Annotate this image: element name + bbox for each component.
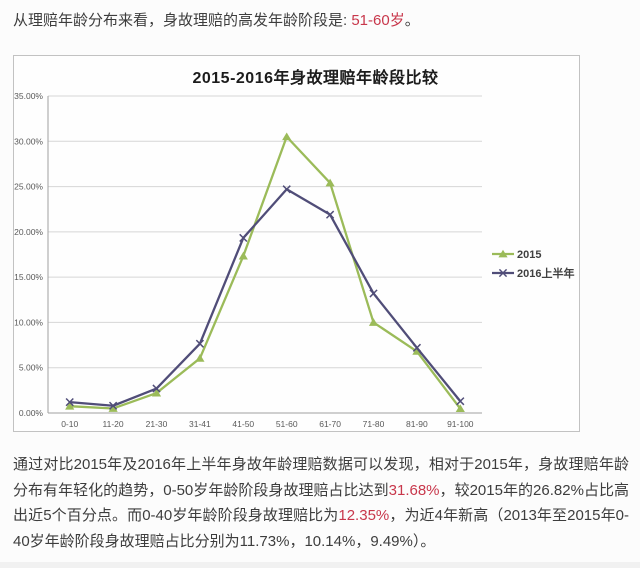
- y-axis-label: 35.00%: [14, 91, 43, 101]
- legend-label: 2016上半年: [517, 266, 574, 280]
- data-point-marker: [412, 343, 422, 352]
- series-line-2015: [68, 135, 462, 410]
- data-point-marker: [369, 289, 378, 298]
- data-point-marker: [282, 132, 292, 141]
- x-axis-label: 81-90: [406, 419, 428, 429]
- analysis-p3: ，为近4年新高（2013年至2015年0-40岁年龄阶段身故理赔占比分别为11.…: [13, 507, 630, 550]
- data-point-marker: [65, 401, 75, 410]
- x-axis-label: 41-50: [232, 419, 254, 429]
- chart-panel: 0.00% 5.00% 10.00% 15.00% 20.00% 25.00% 30.00%…: [13, 55, 580, 432]
- data-point-marker: [108, 404, 118, 412]
- chart-canvas: 0.00% 5.00% 10.00% 15.00% 20.00% 25.00% 30.00%…: [14, 91, 574, 429]
- intro-highlight: 51-60岁: [351, 12, 405, 29]
- x-axis-label: 31-41: [189, 419, 211, 429]
- data-point-marker: [65, 398, 74, 407]
- intro-post: 。: [404, 12, 420, 29]
- data-point-marker: [455, 404, 465, 413]
- analysis-text: 通过对比2015年及2016年上半年身故年龄理赔数据可以发现，相对于2015年，…: [13, 452, 629, 554]
- y-axis-label: 0.00%: [19, 408, 44, 418]
- y-axis-label: 30.00%: [14, 136, 43, 146]
- analysis-highlight-2: 12.35%: [338, 507, 390, 524]
- data-point-marker: [195, 339, 205, 348]
- y-axis-label: 10.00%: [14, 317, 43, 327]
- data-point-marker: [498, 249, 508, 258]
- data-point-marker: [368, 318, 379, 326]
- x-axis-label: 71-80: [363, 419, 385, 429]
- data-point-marker: [151, 388, 162, 397]
- intro-text: 从理赔年龄分布来看，身故理赔的高发年龄阶段是: 51-60岁。: [13, 10, 420, 32]
- data-point-marker: [498, 268, 508, 278]
- data-point-marker: [325, 178, 335, 187]
- page-bottom-fade: [0, 562, 640, 568]
- x-axis-label: 91-100: [447, 419, 474, 429]
- data-point-marker: [456, 397, 465, 406]
- data-point-marker: [412, 347, 422, 355]
- x-axis-label: 21-30: [146, 419, 168, 429]
- data-point-marker: [238, 251, 248, 260]
- data-point-marker: [325, 210, 335, 219]
- y-axis-label: 25.00%: [14, 182, 43, 192]
- y-axis-label: 20.00%: [14, 227, 43, 237]
- x-axis-label: 0-10: [61, 419, 78, 429]
- x-axis-label: 11-20: [103, 419, 124, 429]
- x-axis-label: 51-60: [276, 419, 298, 429]
- legend-label: 2015: [517, 249, 541, 261]
- data-point-marker: [282, 185, 291, 194]
- intro-pre: 从理赔年龄分布来看，身故理赔的高发年龄阶段是:: [13, 12, 352, 29]
- x-axis-label: 61-70: [319, 419, 341, 429]
- y-axis-label: 5.00%: [19, 363, 44, 373]
- data-point-marker: [152, 384, 161, 393]
- analysis-p1: 通过对比2015年及2016年上半年身故年龄理赔数据可以发现，相对于2015年，…: [13, 456, 629, 499]
- chart-title: 2015-2016年身故理赔年龄段比较: [192, 70, 439, 87]
- data-point-marker: [195, 353, 205, 362]
- series-line-2016上半年: [68, 188, 462, 407]
- y-axis-label: 15.00%: [14, 272, 43, 282]
- analysis-highlight-1: 31.68%: [388, 481, 440, 499]
- data-point-marker: [108, 401, 118, 410]
- analysis-p2: ，较2015年的26.82%占比高出近5个百分点。而0-40岁年龄阶段身故理赔比…: [13, 481, 629, 525]
- data-point-marker: [239, 233, 248, 243]
